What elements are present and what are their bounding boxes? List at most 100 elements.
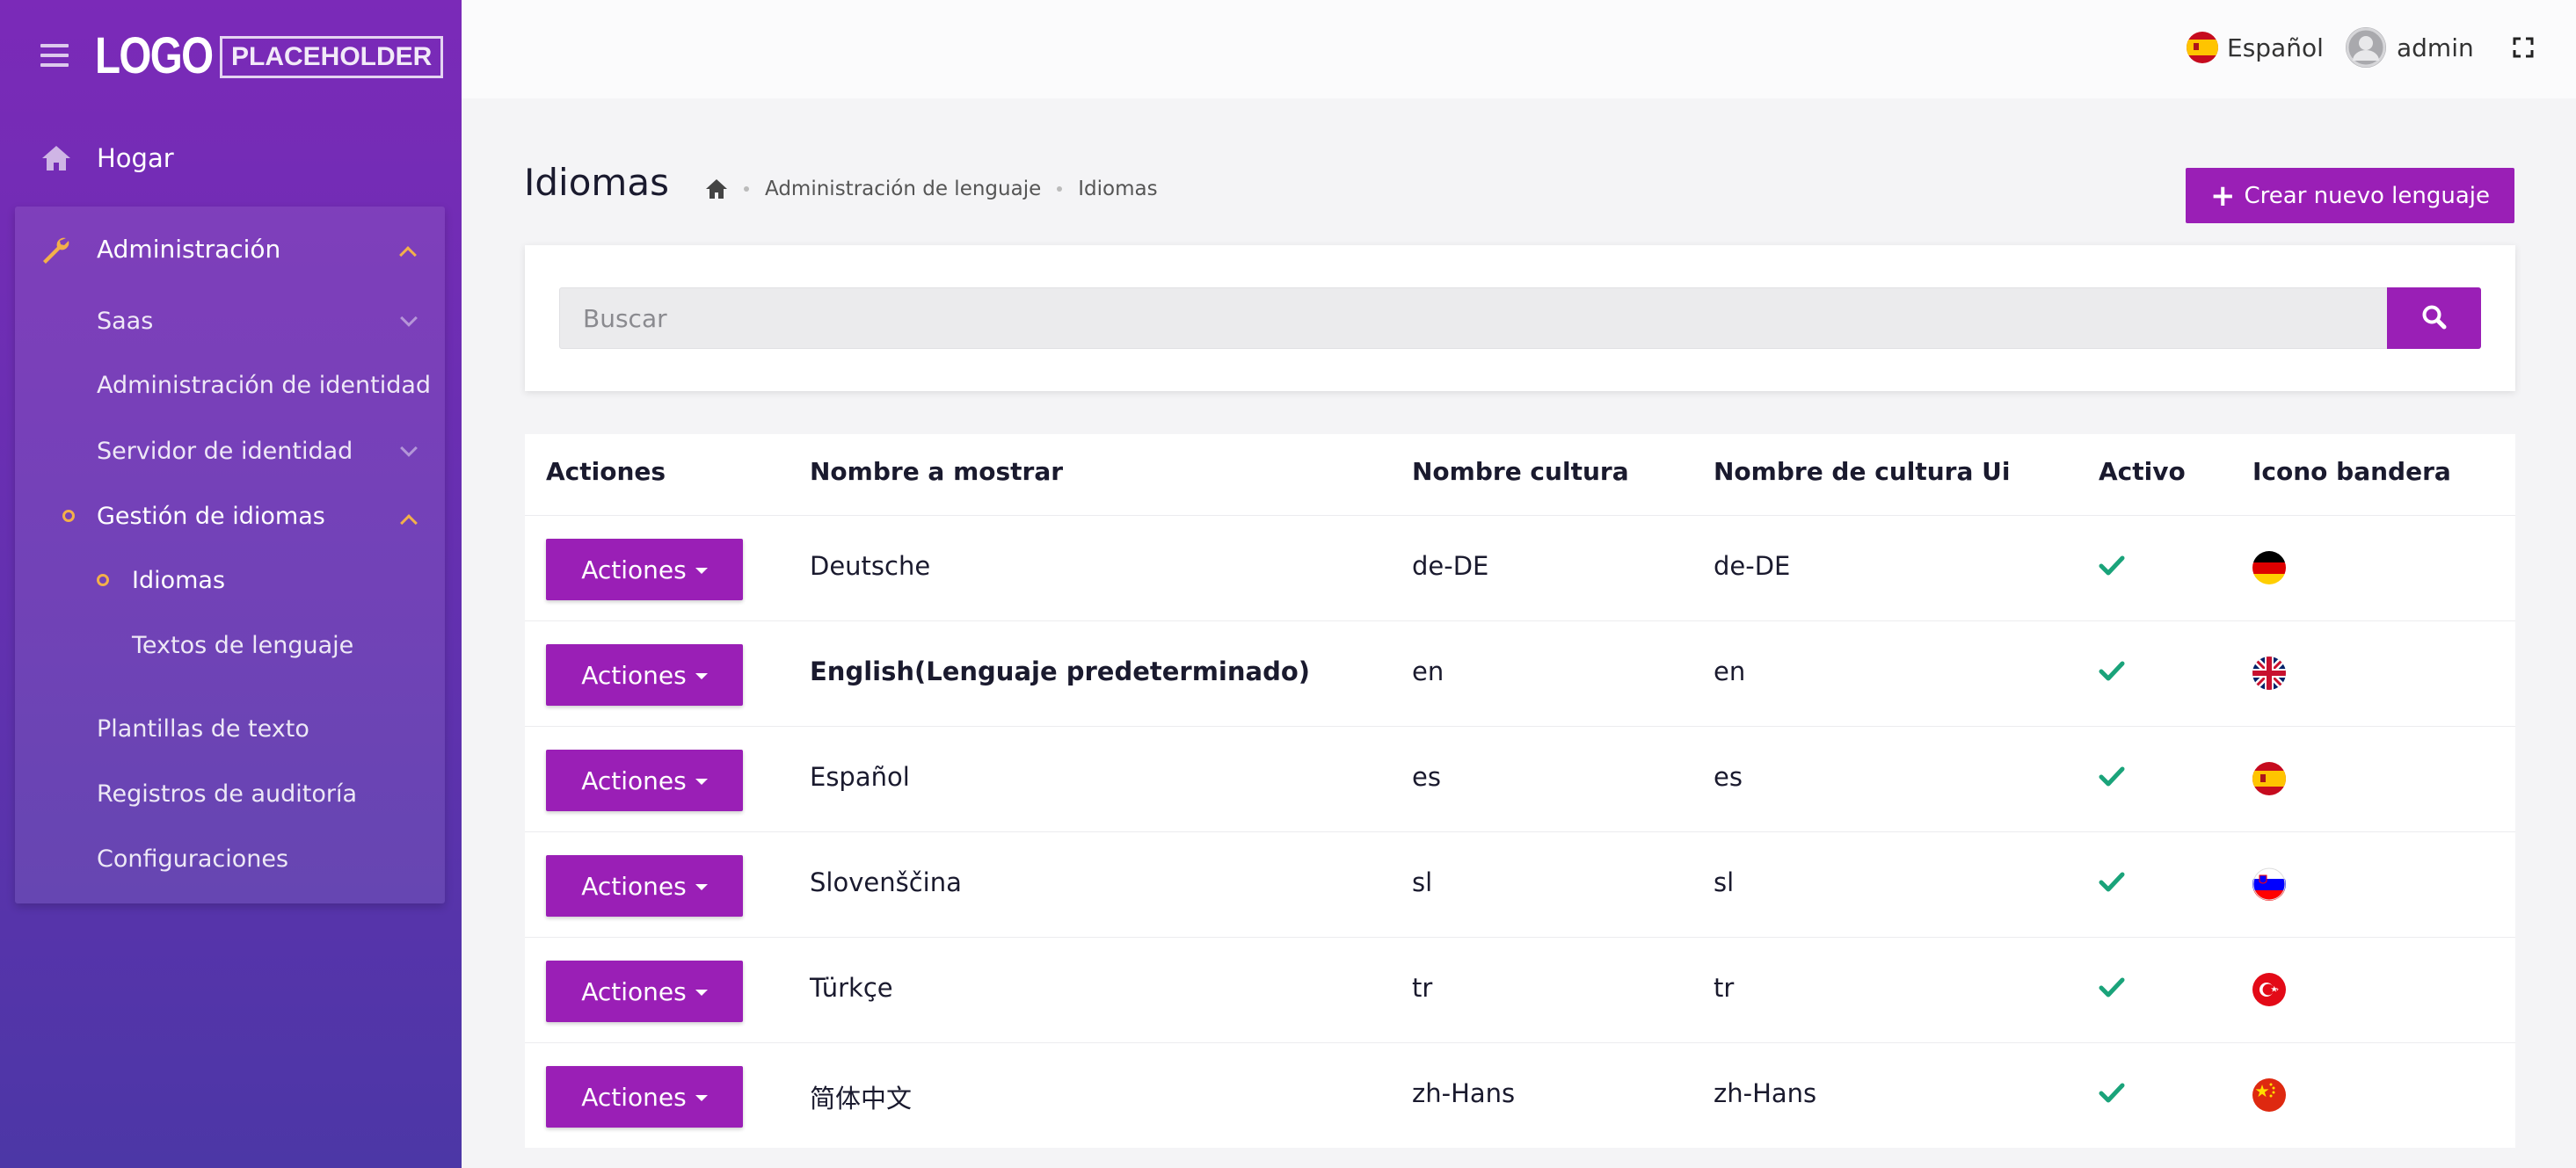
ui-culture-name-cell: zh-Hans [1714,1078,1817,1108]
sidebar-item-label: Plantillas de texto [97,715,309,743]
actions-dropdown-button[interactable]: Actiones [546,961,743,1022]
search-button[interactable] [2387,287,2481,349]
actions-dropdown-button[interactable]: Actiones [546,644,743,706]
column-header-flag-icon[interactable]: Icono bandera [2252,457,2451,486]
hamburger-menu-icon[interactable] [40,44,69,69]
sidebar-item-label: Idiomas [132,567,226,594]
actions-label: Actiones [581,871,687,901]
check-icon [2099,1082,2125,1105]
sidebar-item-language-management[interactable]: Gestión de idiomas [15,494,445,538]
sidebar-item-settings[interactable]: Configuraciones [15,837,445,881]
sidebar-item-audit-logs[interactable]: Registros de auditoría [15,772,445,816]
spain-flag-icon [2187,32,2218,63]
breadcrumb-item[interactable]: Administración de lenguaje [765,178,1042,200]
actions-label: Actiones [581,976,687,1006]
sidebar-item-identity-admin[interactable]: Administración de identidad [15,365,445,409]
sidebar-item-saas[interactable]: Saas [15,299,445,343]
actions-dropdown-button[interactable]: Actiones [546,750,743,811]
language-label: Español [2227,33,2324,62]
actions-label: Actiones [581,765,687,795]
check-icon [2099,660,2125,683]
culture-name-cell: sl [1412,867,1433,897]
plus-icon: + [2210,178,2236,214]
uk-flag-icon [2252,657,2286,690]
search-icon [2421,305,2448,333]
logo-text: LOGO [95,27,214,84]
sidebar: LOGO PLACEHOLDER Hogar Administración Sa… [0,0,462,1168]
actions-dropdown-button[interactable]: Actiones [546,855,743,917]
display-name-cell: Deutsche [810,551,931,581]
sidebar-item-label: Configuraciones [97,845,289,873]
logo-placeholder-text: PLACEHOLDER [220,36,444,78]
breadcrumb-separator [744,186,749,192]
caret-down-icon [695,672,708,679]
breadcrumb-item: Idiomas [1078,178,1158,200]
check-icon [2099,765,2125,788]
active-dot-icon [62,510,75,522]
display-name-cell: Español [810,762,910,792]
table-row: Actiones English(Lenguaje predeterminado… [525,620,2515,726]
sidebar-item-text-templates[interactable]: Plantillas de texto [15,707,445,751]
sidebar-admin-group: Administración Saas Administración de id… [15,207,445,903]
chevron-down-icon [400,439,418,457]
column-header-culture-name[interactable]: Nombre cultura [1412,457,1629,486]
table-row: Actiones Español es es [525,726,2515,831]
actions-label: Actiones [581,555,687,584]
sidebar-item-label: Saas [97,308,154,335]
sidebar-item-idiomas[interactable]: Idiomas [15,558,445,602]
ui-culture-name-cell: de-DE [1714,551,1791,581]
turkey-flag-icon [2252,973,2286,1006]
caret-down-icon [695,883,708,890]
sidebar-item-label: Hogar [97,143,174,173]
create-language-label: Crear nuevo lenguaje [2244,182,2491,209]
column-header-ui-culture-name[interactable]: Nombre de cultura Ui [1714,457,2011,486]
breadcrumb-home-icon[interactable] [705,178,728,200]
ui-culture-name-cell: en [1714,657,1746,686]
fullscreen-icon[interactable] [2513,37,2534,58]
sidebar-item-label: Servidor de identidad [97,438,353,465]
chevron-up-icon [400,514,418,532]
search-card [525,245,2515,391]
actions-label: Actiones [581,1082,687,1112]
culture-name-cell: es [1412,762,1441,792]
actions-dropdown-button[interactable]: Actiones [546,1066,743,1128]
display-name-cell: Slovenščina [810,867,962,897]
sidebar-item-label: Textos de lenguaje [132,632,354,659]
user-avatar-icon [2346,27,2386,68]
ui-culture-name-cell: tr [1714,973,1735,1003]
sidebar-item-administracion[interactable]: Administración [15,224,445,277]
breadcrumb-separator [1057,186,1063,192]
sidebar-item-label: Gestión de idiomas [97,503,325,530]
languages-table: Actiones Nombre a mostrar Nombre cultura… [525,434,2515,1148]
slovenia-flag-icon [2252,867,2286,901]
sidebar-item-identity-server[interactable]: Servidor de identidad [15,429,445,473]
display-name-cell: English(Lenguaje predeterminado) [810,657,1311,686]
column-header-actions: Actiones [546,457,666,486]
chevron-down-icon [400,309,418,327]
sidebar-item-home[interactable]: Hogar [0,132,462,185]
home-icon [40,144,72,176]
culture-name-cell: tr [1412,973,1433,1003]
caret-down-icon [695,567,708,574]
display-name-cell: 简体中文 [810,1084,913,1114]
column-header-display-name[interactable]: Nombre a mostrar [810,457,1064,486]
table-row: Actiones Slovenščina sl sl [525,831,2515,937]
active-dot-icon [97,574,109,586]
create-language-button[interactable]: + Crear nuevo lenguaje [2186,168,2514,223]
sidebar-item-language-texts[interactable]: Textos de lenguaje [15,623,445,667]
culture-name-cell: en [1412,657,1444,686]
sidebar-item-label: Administración [97,235,281,264]
search-input[interactable] [559,287,2388,349]
chevron-up-icon [399,246,417,264]
actions-dropdown-button[interactable]: Actiones [546,539,743,600]
column-header-active[interactable]: Activo [2099,457,2186,486]
display-name-cell: Türkçe [810,973,893,1003]
user-menu[interactable]: admin [2346,27,2474,68]
language-selector[interactable]: Español [2187,30,2324,65]
check-icon [2099,976,2125,999]
ui-culture-name-cell: es [1714,762,1743,792]
brand-area: LOGO PLACEHOLDER [0,0,462,114]
check-icon [2099,871,2125,894]
table-row: Actiones 简体中文 zh-Hans zh-Hans [525,1042,2515,1148]
culture-name-cell: zh-Hans [1412,1078,1516,1108]
